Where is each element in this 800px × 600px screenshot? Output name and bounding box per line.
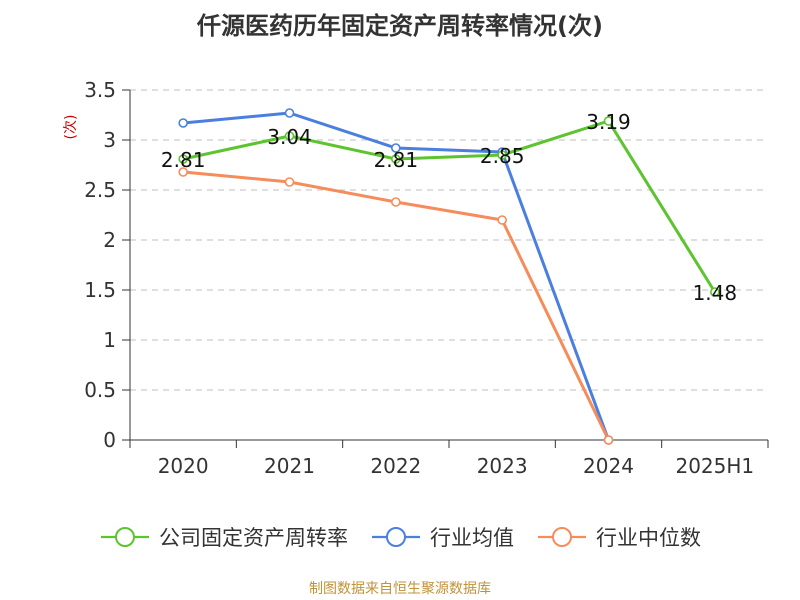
data-point [284, 177, 295, 187]
y-tick-label: 0 [103, 428, 116, 452]
axes: 0 0.5 1 1.5 2 2.5 3 3.5 2020 2021 2022 2023 2024 2025… [84, 78, 769, 478]
data-labels: 2.81 3.04 2.81 2.85 3.19 1.48 [161, 110, 737, 305]
y-tick-label: 1 [103, 328, 116, 352]
data-point [497, 215, 507, 225]
data-point [391, 154, 401, 164]
x-tick-label: 2025H1 [675, 454, 754, 478]
data-label: 2.81 [161, 148, 206, 172]
y-tick-label: 3 [103, 128, 116, 152]
data-point [178, 118, 188, 128]
legend-line-marker-icon [372, 527, 420, 547]
y-tick-label: 1.5 [84, 278, 116, 302]
data-point [603, 116, 614, 126]
gridlines [130, 89, 768, 391]
data-point [391, 197, 401, 207]
series-points [178, 108, 720, 445]
data-label: 2.85 [480, 144, 525, 168]
x-tick-label: 2021 [264, 454, 315, 478]
legend-label: 行业中位数 [596, 526, 701, 550]
data-point [497, 150, 507, 160]
y-tick-label: 2 [103, 228, 116, 252]
data-label: 1.48 [693, 281, 738, 305]
series-line [183, 170, 610, 441]
x-tick-label: 2022 [370, 454, 421, 478]
legend-item: 行业均值 [370, 522, 514, 552]
legend: 公司固定资产周转率 行业均值 行业中位数 [0, 522, 800, 552]
data-point [178, 167, 188, 177]
x-tick-label: 2020 [158, 454, 209, 478]
legend-item: 公司固定资产周转率 [99, 522, 348, 552]
legend-line-marker-icon [538, 527, 586, 547]
data-point [284, 108, 295, 118]
source-note: 制图数据来自恒生聚源数据库 [309, 581, 491, 597]
y-tick-label: 3.5 [84, 78, 116, 102]
data-label: 3.19 [586, 110, 631, 134]
y-axis-label: (次) [63, 115, 79, 140]
data-point [284, 131, 295, 141]
data-label: 2.81 [374, 148, 419, 172]
legend-label: 行业均值 [430, 526, 514, 550]
y-tick-label: 0.5 [84, 378, 116, 402]
data-point [710, 287, 720, 297]
data-point [178, 154, 188, 164]
y-tick-label: 2.5 [84, 178, 116, 202]
data-point [391, 143, 401, 153]
series-line [182, 119, 717, 293]
legend-label: 公司固定资产周转率 [159, 526, 348, 550]
chart-title: 仟源医药历年固定资产周转率情况(次) [197, 12, 603, 40]
legend-item: 行业中位数 [536, 522, 701, 552]
x-tick-label: 2023 [477, 454, 528, 478]
x-tick-label: 2024 [583, 454, 634, 478]
series-lines [182, 111, 717, 441]
legend-line-marker-icon [101, 527, 149, 547]
data-label: 3.04 [267, 125, 312, 149]
data-point [603, 435, 614, 445]
